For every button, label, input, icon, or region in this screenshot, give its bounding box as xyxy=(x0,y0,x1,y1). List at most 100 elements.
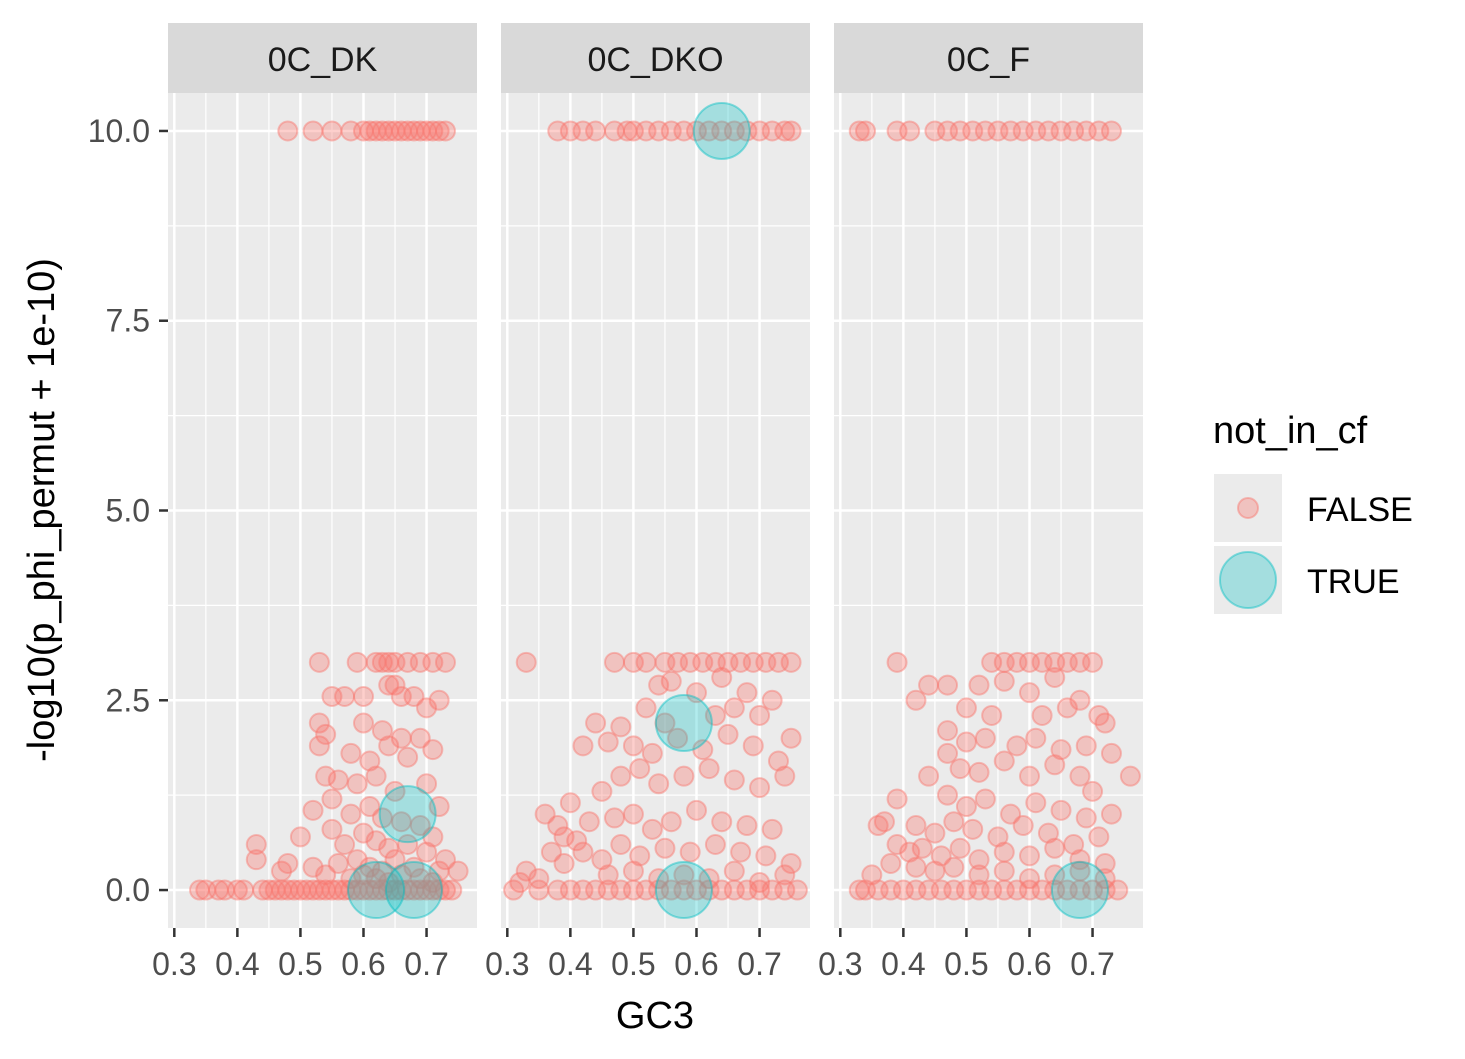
point-false xyxy=(937,720,959,742)
point-false xyxy=(767,750,789,772)
point-false xyxy=(384,674,406,696)
point-false xyxy=(905,689,927,711)
point-false xyxy=(736,879,758,901)
point-false xyxy=(1082,780,1104,802)
point-false xyxy=(1119,765,1141,787)
point-false xyxy=(1037,120,1059,142)
point-false xyxy=(346,849,368,871)
point-false xyxy=(214,879,236,901)
point-false xyxy=(1044,651,1066,673)
point-false xyxy=(1025,792,1047,814)
point-false xyxy=(515,651,537,673)
point-false xyxy=(905,856,927,878)
legend-title: not_in_cf xyxy=(1213,410,1368,452)
point-false xyxy=(422,826,444,848)
point-false xyxy=(547,879,569,901)
point-false xyxy=(371,879,393,901)
point-false xyxy=(924,120,946,142)
point-false xyxy=(289,879,311,901)
point-false xyxy=(911,837,933,859)
point-false xyxy=(717,651,739,673)
point-false xyxy=(1018,651,1040,673)
point-false xyxy=(189,879,211,901)
point-false xyxy=(441,879,463,901)
point-false xyxy=(553,826,575,848)
point-false xyxy=(641,742,663,764)
point-false xyxy=(899,120,921,142)
point-false xyxy=(384,120,406,142)
point-false xyxy=(848,879,870,901)
point-false xyxy=(428,879,450,901)
point-false xyxy=(692,739,714,761)
point-false xyxy=(359,750,381,772)
point-false xyxy=(302,856,324,878)
point-false xyxy=(308,879,330,901)
point-false xyxy=(553,852,575,874)
point-false xyxy=(1044,667,1066,688)
point-false xyxy=(861,864,883,886)
point-false xyxy=(704,651,726,673)
point-false xyxy=(749,777,771,799)
point-false xyxy=(1100,120,1122,142)
point-false xyxy=(610,834,632,855)
point-false xyxy=(403,856,425,878)
point-false xyxy=(698,758,720,780)
point-false xyxy=(302,879,324,901)
point-false xyxy=(340,803,362,825)
point-false xyxy=(755,845,777,867)
point-false xyxy=(755,651,777,673)
point-false xyxy=(1006,879,1028,901)
point-false xyxy=(974,788,996,810)
point-false xyxy=(1037,822,1059,844)
y-tick-label: 0.0 xyxy=(106,872,150,908)
point-false xyxy=(384,651,406,673)
x-axes: 0.3 0.4 0.5 0.6 0.7 0.3 0.4 0.5 0.6 0.7 0.3 0.4 0.5 0… xyxy=(152,928,1115,982)
point-false xyxy=(1075,120,1097,142)
point-false xyxy=(635,879,657,901)
point-false xyxy=(704,704,726,726)
point-false xyxy=(937,120,959,142)
point-false xyxy=(955,731,977,753)
point-false xyxy=(321,818,343,840)
point-false xyxy=(365,868,387,890)
x-tick-label: 0.3 xyxy=(152,946,196,982)
point-false xyxy=(761,879,783,901)
point-false xyxy=(1031,879,1053,901)
point-false xyxy=(761,120,783,142)
point-false xyxy=(786,879,808,901)
point-false xyxy=(365,120,387,142)
point-false xyxy=(509,871,531,893)
point-false xyxy=(1031,704,1053,726)
point-false xyxy=(1000,803,1022,825)
point-false xyxy=(648,674,670,696)
point-false xyxy=(774,120,796,142)
y-axis: 0.0 2.5 5.0 7.5 10.0 xyxy=(88,113,168,908)
point-false xyxy=(730,841,752,863)
point-false xyxy=(899,841,921,863)
point-false xyxy=(704,834,726,855)
point-false xyxy=(1044,864,1066,886)
point-false xyxy=(528,879,550,901)
point-false xyxy=(384,780,406,802)
point-false xyxy=(308,712,330,734)
point-false xyxy=(277,120,299,142)
legend-key-false-marker xyxy=(1237,497,1259,519)
point-false xyxy=(924,822,946,844)
point-false xyxy=(679,841,701,863)
point-false xyxy=(397,651,419,673)
point-false xyxy=(340,879,362,901)
point-false xyxy=(352,712,374,734)
point-false xyxy=(1006,735,1028,757)
y-axis-title: -log10(p_phi_permut + 1e-10) xyxy=(21,258,63,762)
point-false xyxy=(308,735,330,757)
point-false xyxy=(937,742,959,764)
point-false xyxy=(736,120,758,142)
point-false xyxy=(397,746,419,768)
point-false xyxy=(422,651,444,673)
point-false xyxy=(1088,120,1110,142)
point-false xyxy=(604,807,626,829)
point-false xyxy=(315,723,337,745)
point-false xyxy=(955,796,977,818)
point-false xyxy=(416,697,438,719)
point-false xyxy=(673,864,695,886)
